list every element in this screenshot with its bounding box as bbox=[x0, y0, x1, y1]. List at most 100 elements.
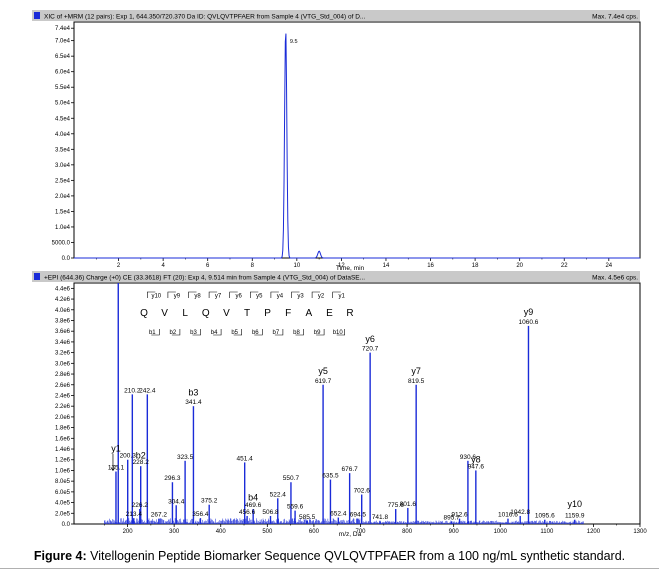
xic-y-tick-label: 6.5e4 bbox=[55, 54, 71, 60]
b-ion-label: b2 bbox=[170, 330, 177, 336]
spectrum-x-tick-label: 1200 bbox=[587, 529, 601, 535]
spectrum-fragment-annotations: y1 b2 b3 b4 y5 y6 y7 y8 y9 y10 bbox=[110, 307, 582, 509]
xic-peak-labels: 9.5 bbox=[290, 39, 298, 45]
xic-y-axis: 0.0 5000.0 1.0e4 1.5e4 2.0e4 2.5e4 3.0e4 3.5e4 4… bbox=[52, 26, 74, 262]
fragment-ion-label: b4 bbox=[248, 492, 258, 502]
xic-x-tick-label: 14 bbox=[383, 263, 390, 269]
xic-y-tick-label: 3.5e4 bbox=[55, 147, 71, 153]
spectrum-y-tick-label: 4.4e6 bbox=[55, 286, 71, 292]
spectrum-y-tick-label: 3.6e6 bbox=[55, 329, 71, 335]
xic-x-tick-label: 22 bbox=[561, 263, 568, 269]
xic-x-tick-label: 16 bbox=[427, 263, 434, 269]
fragment-ion-label: y9 bbox=[524, 307, 534, 317]
xic-y-tick-label: 5.5e4 bbox=[55, 85, 71, 91]
spectrum-y-tick-label: 2.0e5 bbox=[55, 511, 71, 517]
xic-x-tick-label: 18 bbox=[472, 263, 479, 269]
y-ion-bracket bbox=[311, 291, 321, 298]
spectrum-peak-label: 801.6 bbox=[400, 501, 417, 508]
sequence-residue: Q bbox=[202, 308, 210, 319]
xic-x-tick-label: 4 bbox=[161, 263, 165, 269]
xic-plot-frame bbox=[73, 21, 641, 259]
sequence-residue: L bbox=[182, 308, 188, 319]
y-ion-bracket bbox=[250, 291, 259, 298]
spectrum-header-background bbox=[32, 271, 640, 282]
b-ion-bracket bbox=[254, 329, 263, 336]
xic-y-tick-label: 3.0e4 bbox=[55, 163, 71, 169]
spectrum-peak-label: 1159.9 bbox=[565, 513, 585, 520]
xic-y-tick-label: 4.5e4 bbox=[55, 116, 71, 122]
spectrum-y-tick-label: 3.4e6 bbox=[55, 340, 71, 346]
y-ion-bracket bbox=[147, 291, 156, 298]
y-ion-bracket bbox=[167, 291, 176, 298]
b-ion-label: b8 bbox=[293, 330, 300, 336]
spectrum-peak-label: 1095.6 bbox=[535, 513, 555, 520]
xic-y-tick-label: 7.0e4 bbox=[55, 39, 71, 45]
caption-divider bbox=[0, 568, 659, 569]
spectrum-y-tick-label: 0.0 bbox=[62, 522, 71, 528]
y-ion-label: y4 bbox=[277, 294, 284, 300]
spectrum-x-tick-label: 600 bbox=[309, 529, 320, 535]
xic-y-tick-label: 5.0e4 bbox=[55, 101, 71, 107]
sequence-residue: F bbox=[285, 308, 291, 319]
spectrum-peak-label: 304.4 bbox=[168, 498, 185, 505]
b-ion-label: b1 bbox=[149, 330, 156, 336]
xic-y-tick-label: 1.5e4 bbox=[55, 209, 71, 215]
spectrum-y-tick-label: 1.2e6 bbox=[55, 458, 71, 464]
spectrum-y-tick-label: 4.2e6 bbox=[55, 297, 71, 303]
b-ion-label: b7 bbox=[273, 330, 280, 336]
spectrum-peak-label: 895.7 bbox=[444, 514, 461, 521]
spectrum-peak-label: 550.7 bbox=[283, 475, 300, 482]
spectrum-y-tick-label: 1.4e6 bbox=[55, 447, 71, 453]
sequence-residue: V bbox=[161, 308, 168, 319]
spectrum-peak-label: 585.5 bbox=[299, 514, 316, 521]
spectrum-peak-label: 451.4 bbox=[237, 455, 254, 462]
spectrum-peak-label: 522.4 bbox=[270, 491, 287, 498]
y-ion-label: y3 bbox=[297, 294, 304, 300]
y-ion-bracket bbox=[208, 291, 218, 298]
spectrum-y-tick-label: 2.6e6 bbox=[55, 383, 71, 389]
spectrum-y-tick-label: 4.0e6 bbox=[55, 308, 71, 314]
spectrum-y-tick-label: 3.0e6 bbox=[55, 361, 71, 367]
spectrum-peak-label: 1060.6 bbox=[519, 319, 539, 326]
spectrum-peak-label: 200.3 bbox=[120, 453, 137, 460]
xic-trace-line bbox=[74, 33, 640, 259]
y-ion-bracket bbox=[291, 291, 300, 298]
spectrum-y-axis: 0.0 2.0e5 4.0e5 6.0e5 8.0e5 1.0e6 1.2e6 1.4e6 1.… bbox=[55, 286, 74, 528]
spectrum-peak-label: 635.5 bbox=[322, 473, 339, 480]
spectrum-y-tick-label: 3.8e6 bbox=[55, 318, 71, 324]
spectrum-y-tick-label: 8.0e5 bbox=[55, 479, 71, 485]
b-ion-bracket bbox=[151, 329, 160, 336]
fragment-ion-label: b2 bbox=[136, 451, 146, 461]
spectrum-peak-label: 213.4 bbox=[126, 511, 143, 518]
y-ion-label: y7 bbox=[215, 294, 222, 300]
y-ion-bracket bbox=[270, 291, 279, 298]
y-ion-label: y10 bbox=[151, 294, 161, 300]
spectrum-color-swatch-icon bbox=[34, 273, 40, 280]
y-ion-label: y8 bbox=[194, 294, 201, 300]
xic-panel: XIC of +MRM (12 pairs): Exp 1, 644.350/7… bbox=[32, 10, 641, 272]
xic-x-tick-label: 20 bbox=[516, 263, 523, 269]
fragment-ion-label: y6 bbox=[365, 334, 375, 344]
xic-y-tick-label: 2.0e4 bbox=[55, 194, 71, 200]
b-ion-bracket bbox=[233, 329, 242, 336]
spectrum-peak-label: 1016.6 bbox=[498, 512, 518, 519]
spectrum-x-tick-label: 900 bbox=[449, 529, 460, 535]
spectrum-x-axis-label: m/z, Da bbox=[339, 531, 362, 538]
caption-text: Vitellogenin Peptide Biomarker Sequence … bbox=[90, 549, 626, 563]
xic-y-tick-label: 5000.0 bbox=[52, 240, 71, 246]
b-ion-bracket bbox=[295, 329, 304, 336]
spectrum-y-tick-label: 2.4e6 bbox=[55, 393, 71, 399]
spectrum-x-tick-label: 200 bbox=[123, 529, 134, 535]
spectrum-y-tick-label: 2.2e6 bbox=[55, 404, 71, 410]
spectrum-peak-label: 1042.8 bbox=[510, 509, 530, 516]
fragment-ion-label: y10 bbox=[567, 499, 582, 509]
spectrum-y-tick-label: 3.2e6 bbox=[55, 351, 71, 357]
b-ion-label: b6 bbox=[252, 330, 259, 336]
sequence-residue: P bbox=[264, 308, 271, 319]
xic-y-tick-label: 2.5e4 bbox=[55, 178, 71, 184]
spectrum-y-tick-label: 1.6e6 bbox=[55, 436, 71, 442]
spectrum-peak-label: 469.6 bbox=[245, 502, 262, 509]
spectrum-peak-label: 296.3 bbox=[164, 475, 181, 482]
b-ion-bracket bbox=[316, 329, 325, 336]
